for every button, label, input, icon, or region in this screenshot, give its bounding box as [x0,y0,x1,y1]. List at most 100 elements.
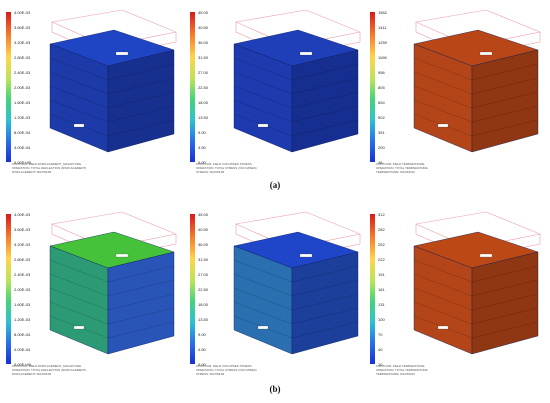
layer-line [49,287,175,311]
tick-label: 1.20E-03 [14,317,31,322]
layer-line [413,273,539,297]
layer-line [233,315,359,339]
layer-line [233,301,359,325]
colorbar [6,12,11,162]
layer-line [49,57,175,81]
panel-b-temperature: 312 282 252 222 191 161 131 100 70 40 10… [368,206,548,378]
probe-label [299,253,313,258]
colorbar-ticks: 45.00 40.50 36.00 31.50 27.00 22.50 18.0… [198,212,234,367]
panel-a-stress: 45.00 40.50 36.00 31.50 27.00 22.50 18.0… [188,4,368,176]
tick-label: 131 [378,302,385,307]
tick-label: 31.50 [198,55,209,60]
colorbar [190,214,195,364]
colorbar [6,214,11,364]
tick-label: 191 [378,272,385,277]
colorbar-ticks: 4.00E-03 3.60E-03 3.20E-03 2.80E-03 2.40… [14,10,50,165]
cube-right-face [107,251,175,355]
colorbar [370,214,375,364]
tick-label: 312 [378,212,385,217]
tick-label: 8.00E-04 [14,332,31,337]
tick-label: 3.60E-03 [14,25,31,30]
tick-label: 1.60E-03 [14,302,31,307]
probe-label [479,51,493,56]
tick-label: 282 [378,227,385,232]
caption-a: (a) [269,180,281,190]
layer-line [233,287,359,311]
layer-line [49,85,175,109]
colorbar-ticks: 4.00E-03 3.60E-03 3.20E-03 2.80E-03 2.40… [14,212,50,367]
tick-label: 161 [378,287,385,292]
layer-line [233,259,359,283]
panel-b-stress: 45.00 40.50 36.00 31.50 27.00 22.50 18.0… [188,206,368,378]
tick-label: 27.00 [198,272,209,277]
tick-label: 956 [378,70,385,75]
probe-label [115,253,129,258]
probe-label [73,123,85,128]
tick-label: 200 [378,145,385,150]
probe-label [299,51,313,56]
layer-line [413,57,539,81]
probe-label [479,253,493,258]
layer-line [49,259,175,283]
layer-line [413,259,539,283]
layer-line [233,85,359,109]
footnote: CONTOUR: FIELD TEMPERATURE OPERATION: TO… [376,162,428,174]
cube-right-face [471,49,539,153]
tick-label: 10 [378,362,383,367]
fem-cube [49,9,178,153]
layer-line [233,273,359,297]
layer-line [233,113,359,137]
colorbar [370,12,375,162]
tick-label: 31.50 [198,257,209,262]
footnote: CONTOUR: FIELD VON MISES STRESS OPERATIO… [196,162,257,174]
tick-label: 2.00E-03 [14,287,31,292]
tick-label: 18.00 [198,302,209,307]
tick-label: 40 [378,347,383,352]
caption-b: (b) [269,384,281,394]
tick-label: 9.00 [198,130,206,135]
footnote: CONTOUR: FIELD DISPLACEMENT_MAGNITUDE OP… [12,162,87,174]
tick-label: 18.00 [198,100,209,105]
tick-label: 222 [378,257,385,262]
colorbar-ticks: 1562 1411 1259 1108 956 805 654 502 351 … [378,10,414,165]
layer-line [233,57,359,81]
tick-label: 1.20E-03 [14,115,31,120]
cube-right-face [291,49,359,153]
tick-label: 4.00E-04 [14,347,31,352]
layer-line [49,113,175,137]
tick-label: 3.60E-03 [14,227,31,232]
layer-line [49,71,175,95]
colorbar-ticks: 312 282 252 222 191 161 131 100 70 40 10 [378,212,414,367]
footnote: CONTOUR: FIELD VON MISES STRESS OPERATIO… [196,364,257,376]
probe-label [73,325,85,330]
tick-label: 22.50 [198,85,209,90]
layer-line [413,85,539,109]
tick-label: 2.80E-03 [14,55,31,60]
tick-label: 36.00 [198,40,209,45]
tick-label: 8.00E-04 [14,130,31,135]
tick-label: 1411 [378,25,387,30]
layer-line [233,99,359,123]
tick-label: 1108 [378,55,387,60]
tick-label: 1259 [378,40,387,45]
tick-label: 70 [378,332,383,337]
tick-label: 40.50 [198,25,209,30]
colorbar-ticks: 45.00 40.50 36.00 31.50 27.00 22.50 18.0… [198,10,234,165]
tick-label: 13.50 [198,115,209,120]
tick-label: 1.60E-03 [14,100,31,105]
layer-line [413,301,539,325]
cube-right-face [107,49,175,153]
layer-line [413,315,539,339]
probe-label [437,325,449,330]
tick-label: 351 [378,130,385,135]
tick-label: 4.50 [198,347,206,352]
layer-line [413,71,539,95]
tick-label: 2.40E-03 [14,272,31,277]
tick-label: 13.50 [198,317,209,322]
panel-b-displacement: 4.00E-03 3.60E-03 3.20E-03 2.80E-03 2.40… [4,206,184,378]
probe-label [257,123,269,128]
tick-label: 48 [378,160,383,165]
probe-label [115,51,129,56]
tick-label: 654 [378,100,385,105]
fem-cube [233,9,362,153]
